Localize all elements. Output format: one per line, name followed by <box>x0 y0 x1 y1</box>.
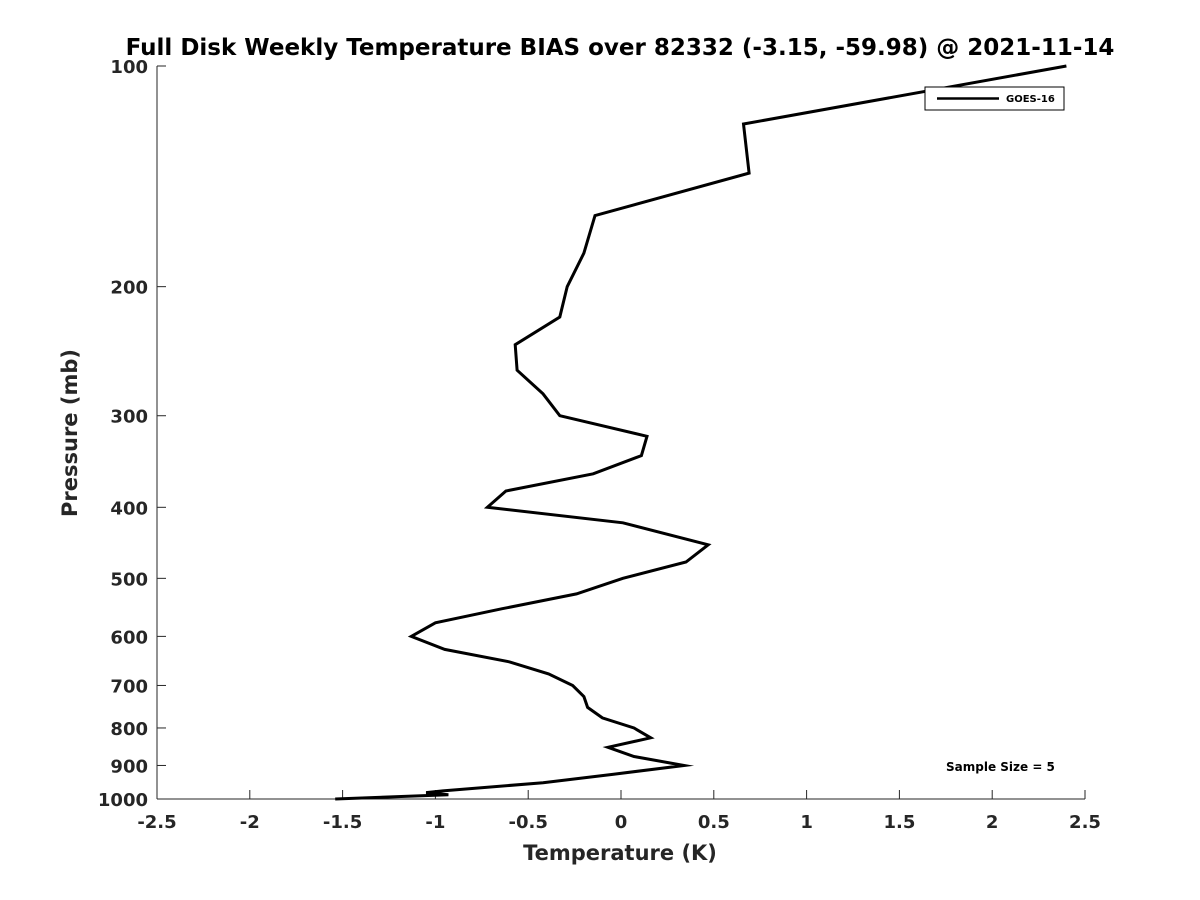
y-tick-label: 200 <box>110 278 148 299</box>
y-tick-label: 400 <box>110 498 148 519</box>
y-tick-label: 100 <box>110 57 148 78</box>
x-tick-label: 1 <box>800 812 813 833</box>
legend: GOES-16 <box>924 86 1065 111</box>
x-tick-label: -0.5 <box>509 812 548 833</box>
x-tick-label: 1.5 <box>883 812 915 833</box>
x-tick-label: 2 <box>986 812 999 833</box>
y-tick-label: 900 <box>110 756 148 777</box>
sample-size-annotation: Sample Size = 5 <box>946 760 1055 774</box>
x-tick-label: -1.5 <box>323 812 362 833</box>
x-tick-label: 0 <box>615 812 628 833</box>
series-line-goes-16 <box>335 64 1067 801</box>
y-tick-label: 300 <box>110 407 148 428</box>
x-tick-label: -1 <box>425 812 445 833</box>
x-tick-label: -2 <box>240 812 260 833</box>
y-tick-label: 700 <box>110 676 148 697</box>
y-tick-label: 1000 <box>98 790 148 811</box>
chart-title: Full Disk Weekly Temperature BIAS over 8… <box>126 35 1115 61</box>
y-axis-label: Pressure (mb) <box>58 349 82 517</box>
plot-area: -2.5 -2 -1.5 -1 -0.5 0 0.5 1 1.5 2 2.5 100 200 300 400… <box>98 57 1101 833</box>
x-axis-label: Temperature (K) <box>523 841 717 865</box>
y-tick-label: 600 <box>110 627 148 648</box>
y-tick-label: 500 <box>110 569 148 590</box>
y-tick-label: 800 <box>110 719 148 740</box>
x-tick-label: 0.5 <box>698 812 730 833</box>
legend-label-goes-16: GOES-16 <box>1006 94 1055 105</box>
x-tick-label: 2.5 <box>1069 812 1101 833</box>
x-tick-label: -2.5 <box>137 812 176 833</box>
